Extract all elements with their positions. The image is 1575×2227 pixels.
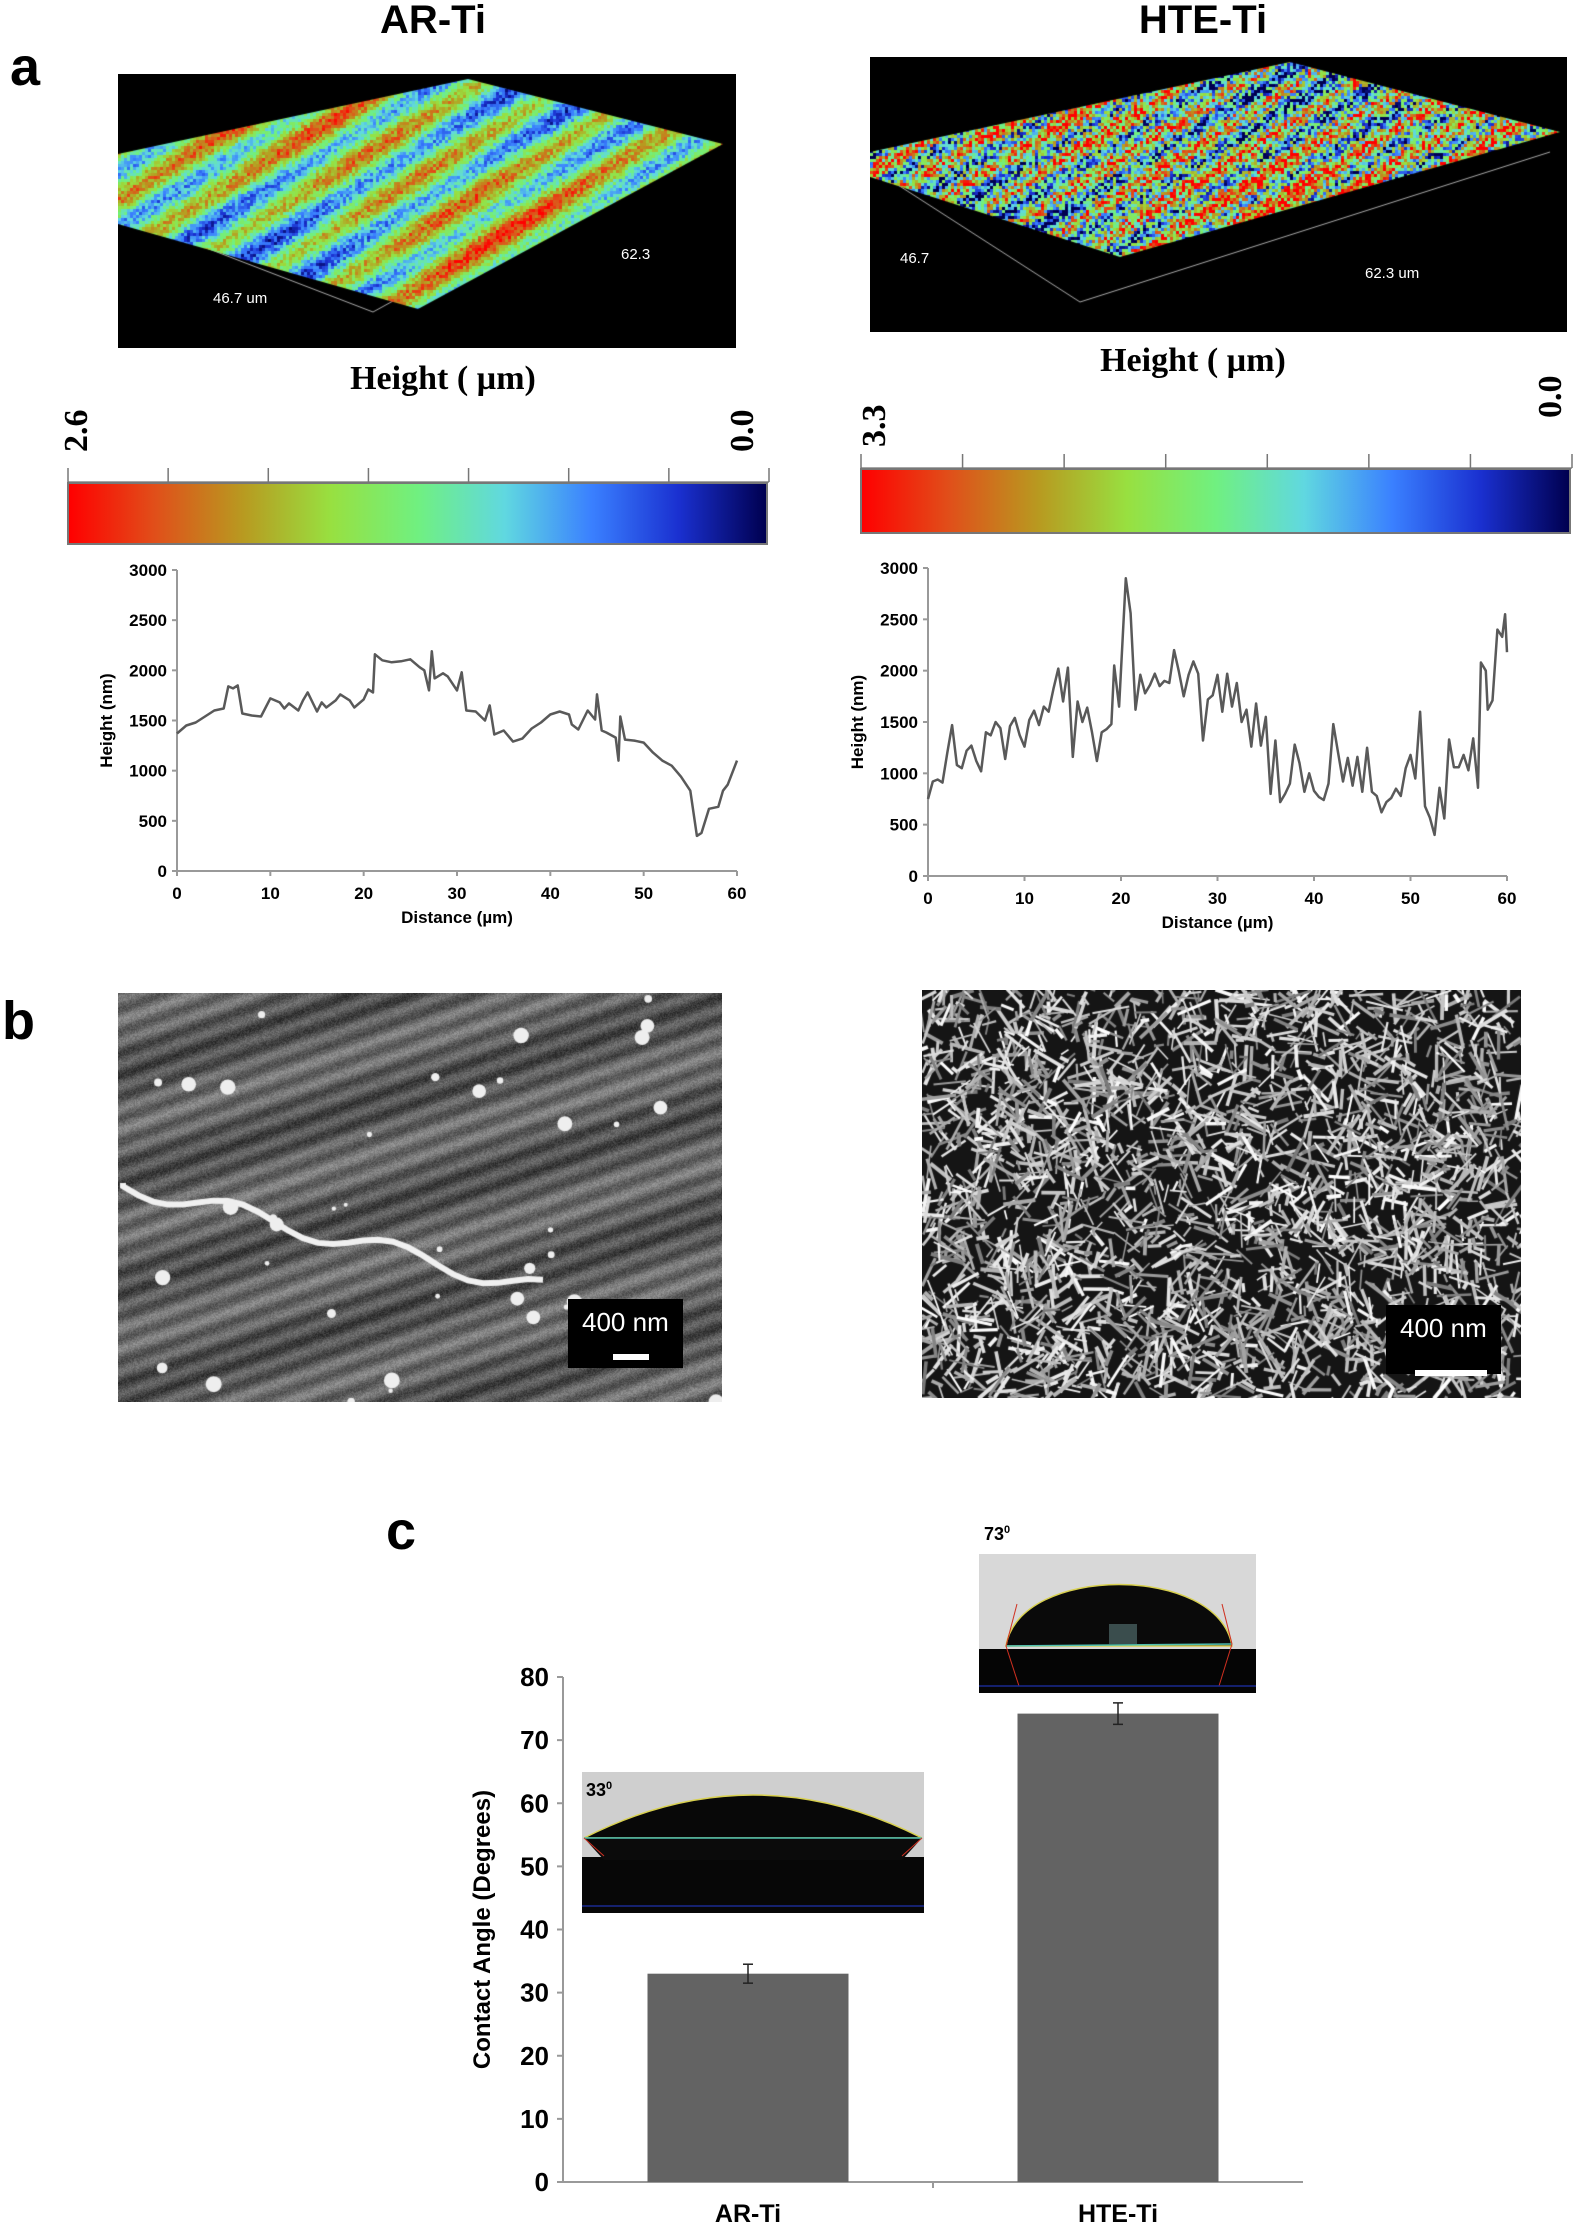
x-tick-label: 0 xyxy=(172,884,181,903)
hte-scale-bar-label: 400 nm xyxy=(1400,1313,1487,1343)
y-tick-label: 10 xyxy=(520,2104,549,2134)
x-tick-label: 40 xyxy=(1305,889,1324,908)
y-tick-label: 1500 xyxy=(129,712,167,731)
hte-surface-dim-right: 62.3 um xyxy=(1365,265,1420,282)
y-tick-label: 0 xyxy=(535,2167,549,2197)
y-tick-label: 2000 xyxy=(129,661,167,680)
y-tick-label: 20 xyxy=(520,2041,549,2071)
y-tick-label: 50 xyxy=(520,1851,549,1881)
column-title-hte-ti: HTE-Ti xyxy=(1138,0,1268,42)
x-axis-label: Distance (µm) xyxy=(401,908,513,927)
bar-hte-ti xyxy=(1017,1713,1219,2182)
y-tick-label: 60 xyxy=(520,1788,549,1818)
hte-colorbar-min: 0.0 xyxy=(1532,375,1569,419)
y-tick-label: 0 xyxy=(158,862,167,881)
contact-angle-bar-chart: 0 10 20 30 40 50 60 70 80 Contact Angle (Degrees)… xyxy=(469,1662,1303,2227)
hte-colorbar xyxy=(860,468,1571,534)
x-tick-label: 10 xyxy=(261,884,280,903)
x-tick-label: 60 xyxy=(1498,889,1517,908)
y-tick-label: 500 xyxy=(890,816,918,835)
y-tick-label: 2000 xyxy=(880,662,918,681)
panel-label-c: c xyxy=(386,1501,417,1561)
hte-colorbar-title: Height ( µm) xyxy=(1100,342,1286,379)
x-tick-label: 20 xyxy=(354,884,373,903)
bar-ar-ti xyxy=(647,1973,849,2182)
ar-sem-image: 400 nm xyxy=(118,993,722,1402)
panel-label-b: b xyxy=(2,991,35,1051)
hte-angle-degree: 0 xyxy=(1004,1524,1011,1536)
x-tick-label: 50 xyxy=(1401,889,1420,908)
y-axis-label: Height (nm) xyxy=(848,675,867,769)
ar-angle-degree: 0 xyxy=(606,1780,613,1792)
y-tick-label: 500 xyxy=(139,812,167,831)
y-tick-label: 3000 xyxy=(880,559,918,578)
ar-angle-label: 330 xyxy=(586,1780,612,1801)
y-tick-label: 40 xyxy=(520,1915,549,1945)
ar-height-profile-chart: 0 500 1000 1500 2000 2500 3000 0 10 20 30 40 50 60 Dis… xyxy=(97,561,747,927)
y-tick-label: 1000 xyxy=(880,764,918,783)
y-axis-label: Contact Angle (Degrees) xyxy=(469,1790,496,2069)
hte-colorbar-max: 3.3 xyxy=(856,404,893,448)
y-tick-label: 1500 xyxy=(880,713,918,732)
ar-colorbar-min: 0.0 xyxy=(724,409,761,453)
ar-3d-surface-image: 46.7 um 62.3 xyxy=(118,74,736,348)
ar-colorbar-max: 2.6 xyxy=(58,409,95,453)
hte-height-profile-chart: 0 500 1000 1500 2000 2500 3000 0 10 20 30 40 50 60 Dis… xyxy=(848,559,1517,932)
x-tick-label: HTE-Ti xyxy=(1078,2200,1158,2227)
hte-angle-label: 730 xyxy=(984,1524,1010,1545)
x-tick-label: 50 xyxy=(634,884,653,903)
hte-surface-dim-left: 46.7 xyxy=(900,250,930,267)
y-tick-label: 0 xyxy=(909,867,918,886)
hte-3d-surface-canvas xyxy=(870,57,1567,332)
x-tick-label: 30 xyxy=(448,884,467,903)
hte-scale-bar-box: 400 nm xyxy=(1386,1305,1501,1374)
x-tick-label: 30 xyxy=(1208,889,1227,908)
hte-droplet-inset: 730 xyxy=(979,1524,1256,1693)
ar-surface-dim-left: 46.7 um xyxy=(213,290,268,307)
ar-angle-value: 33 xyxy=(586,1780,607,1800)
hte-angle-value: 73 xyxy=(984,1524,1005,1544)
height-profile-line xyxy=(176,650,739,838)
ar-colorbar-ticks xyxy=(67,468,770,483)
ar-droplet-image xyxy=(582,1772,924,1913)
y-axis-label: Height (nm) xyxy=(97,673,116,767)
y-tick-label: 30 xyxy=(520,1978,549,2008)
x-tick-label: 10 xyxy=(1015,889,1034,908)
panel-label-a: a xyxy=(10,37,41,97)
hte-colorbar-ticks xyxy=(860,454,1573,469)
y-tick-label: 3000 xyxy=(129,561,167,580)
y-tick-label: 1000 xyxy=(129,762,167,781)
hte-droplet-image xyxy=(979,1554,1256,1693)
x-tick-label: 60 xyxy=(728,884,747,903)
ar-colorbar-title: Height ( µm) xyxy=(350,360,536,397)
y-tick-label: 2500 xyxy=(880,610,918,629)
y-tick-label: 2500 xyxy=(129,611,167,630)
x-tick-label: 40 xyxy=(541,884,560,903)
x-axis-label: Distance (µm) xyxy=(1162,913,1274,932)
ar-3d-surface-canvas xyxy=(118,74,736,348)
ar-scale-bar-label: 400 nm xyxy=(582,1307,669,1337)
hte-sem-image: 400 nm xyxy=(922,990,1521,1398)
ar-droplet-inset: 330 xyxy=(582,1772,924,1913)
ar-scale-bar xyxy=(613,1354,649,1360)
y-tick-label: 80 xyxy=(520,1662,549,1692)
hte-scale-bar xyxy=(1415,1370,1487,1376)
x-tick-label: AR-Ti xyxy=(715,2200,781,2227)
ar-surface-dim-right: 62.3 xyxy=(621,246,651,263)
ar-colorbar xyxy=(67,482,768,545)
column-title-ar-ti: AR-Ti xyxy=(380,0,486,42)
x-tick-label: 0 xyxy=(923,889,932,908)
hte-3d-surface-image: 46.7 62.3 um xyxy=(870,57,1567,332)
y-tick-label: 70 xyxy=(520,1725,549,1755)
x-tick-label: 20 xyxy=(1112,889,1131,908)
height-profile-line xyxy=(926,577,1509,837)
